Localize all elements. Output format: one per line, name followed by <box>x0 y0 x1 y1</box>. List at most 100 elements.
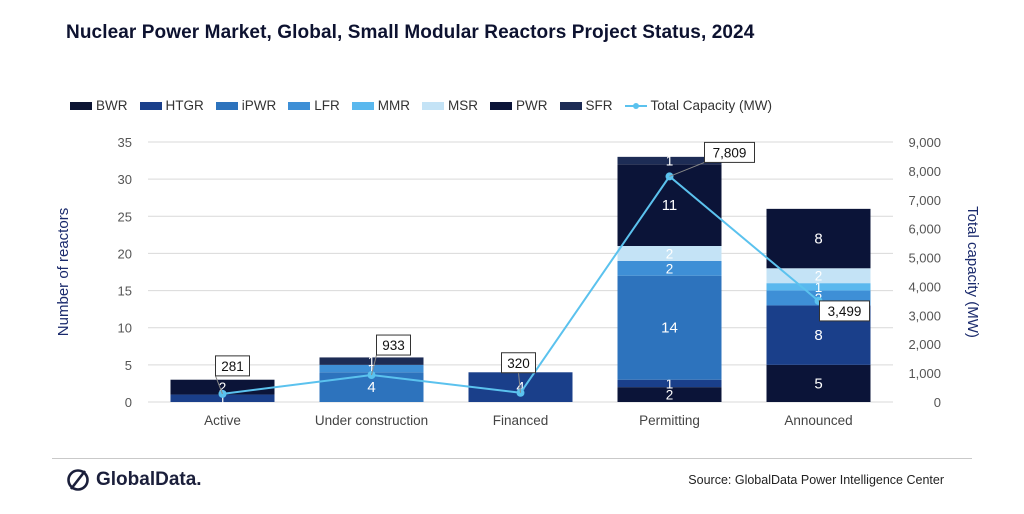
bar-data-label: 1 <box>219 391 227 406</box>
bar-data-label: 1 <box>815 280 823 295</box>
bar-data-label: 14 <box>661 320 678 337</box>
callout-box <box>501 352 536 374</box>
legend-label: MSR <box>448 98 479 113</box>
y2-tick-label: 5,000 <box>908 251 941 266</box>
footer-divider <box>52 458 972 459</box>
callout-box <box>376 334 411 356</box>
legend-item-ipwr: iPWR <box>215 98 277 113</box>
bar-segment <box>319 357 424 365</box>
legend-item-sfr: SFR <box>559 98 613 113</box>
y-tick-label: 0 <box>125 395 132 410</box>
bar-data-label: 2 <box>666 388 674 403</box>
legend-swatch <box>70 101 92 110</box>
bar-data-label: 5 <box>814 375 822 392</box>
chart-title: Nuclear Power Market, Global, Small Modu… <box>66 22 755 43</box>
bar-segment <box>617 156 722 165</box>
legend-item-bwr: BWR <box>70 98 128 113</box>
bar-data-label: 1 <box>666 376 674 391</box>
bar-segment <box>617 260 722 276</box>
bar-data-label: 2 <box>219 380 227 395</box>
y-tick-label: 35 <box>118 135 132 150</box>
y2-tick-label: 2,000 <box>908 337 941 352</box>
legend-label: BWR <box>96 98 128 113</box>
bar-segment <box>617 275 722 380</box>
globaldata-logo: GlobalData. <box>66 468 202 492</box>
bar-data-label: 1 <box>666 154 674 169</box>
legend-swatch <box>351 101 374 110</box>
y2-tick-label: 4,000 <box>908 279 941 294</box>
bar-data-label: 4 <box>516 379 524 396</box>
legend-item-total-capacity: Total Capacity (MW) <box>624 98 773 113</box>
capacity-data-label: 281 <box>221 359 244 374</box>
legend-label: MMR <box>377 98 411 113</box>
legend-item-pwr: PWR <box>490 98 548 113</box>
bar-segment <box>617 387 722 402</box>
capacity-data-label: 3,499 <box>828 304 862 319</box>
bar-data-label: 2 <box>666 261 674 276</box>
x-tick-label: Announced <box>784 413 852 428</box>
y2-axis-title: Total capacity (MW) <box>964 206 981 338</box>
bar-data-label: 2 <box>815 269 823 284</box>
bar-data-label: 8 <box>814 231 822 248</box>
legend-item-htgr: HTGR <box>139 98 204 113</box>
callout-leader <box>371 354 377 376</box>
legend-swatch <box>422 101 445 110</box>
bar-data-label: 1 <box>368 362 376 377</box>
globaldata-logo-icon <box>67 469 89 491</box>
legend-item-msr: MSR <box>422 98 478 113</box>
y-tick-label: 10 <box>118 321 132 336</box>
legend-swatch <box>288 101 311 110</box>
x-tick-label: Financed <box>493 413 549 428</box>
x-tick-label: Permitting <box>639 413 700 428</box>
y-tick-label: 5 <box>125 358 132 373</box>
legend-label: LFR <box>314 98 340 113</box>
legend-item-mmr: MMR <box>351 98 411 113</box>
legend-label: SFR <box>585 98 613 113</box>
source-note: Source: GlobalData Power Intelligence Ce… <box>688 473 944 487</box>
capacity-data-label: 7,809 <box>713 145 747 160</box>
bar-segment <box>766 208 871 269</box>
y2-tick-label: 1,000 <box>908 366 941 381</box>
x-tick-label: Active <box>204 413 241 428</box>
callout-leader <box>669 161 705 177</box>
bar-data-label: 8 <box>814 327 822 344</box>
y-tick-label: 20 <box>118 246 132 261</box>
bar-data-label: 4 <box>367 379 375 396</box>
callout-box <box>819 300 870 322</box>
bar-data-label: 2 <box>666 246 674 261</box>
callout-box <box>704 141 755 163</box>
logo-text: GlobalData. <box>96 469 202 490</box>
callout-box <box>215 355 250 377</box>
bar-segment <box>766 364 871 402</box>
legend-label: PWR <box>516 98 548 113</box>
chart-legend: BWR HTGR iPWR LFR MMR MSR PWR SFR <box>70 98 784 113</box>
y2-tick-label: 3,000 <box>908 308 941 323</box>
bar-segment <box>617 246 722 261</box>
y-tick-label: 15 <box>118 284 132 299</box>
y-axis-title: Number of reactors <box>55 208 72 336</box>
y2-tick-label: 8,000 <box>908 164 941 179</box>
legend-label: HTGR <box>165 98 204 113</box>
y-tick-label: 25 <box>118 209 132 224</box>
y2-tick-label: 7,000 <box>908 193 941 208</box>
y2-tick-label: 9,000 <box>908 135 941 150</box>
y-tick-label: 30 <box>118 172 132 187</box>
legend-swatch <box>490 101 513 110</box>
capacity-data-label: 320 <box>507 356 530 371</box>
bar-data-label: 11 <box>662 197 678 214</box>
y2-tick-label: 6,000 <box>908 222 941 237</box>
legend-swatch <box>139 101 162 110</box>
legend-line-marker-icon <box>624 101 647 111</box>
legend-label: iPWR <box>241 98 277 113</box>
bar-segment <box>170 394 275 402</box>
callout-leader <box>215 375 223 395</box>
bar-segment <box>468 372 573 402</box>
bar-data-label: 1 <box>368 354 376 369</box>
x-tick-label: Under construction <box>315 413 428 428</box>
legend-item-lfr: LFR <box>288 98 340 113</box>
legend-label: Total Capacity (MW) <box>650 98 773 113</box>
callout-leader <box>518 372 521 393</box>
y2-tick-label: 0 <box>934 395 941 410</box>
